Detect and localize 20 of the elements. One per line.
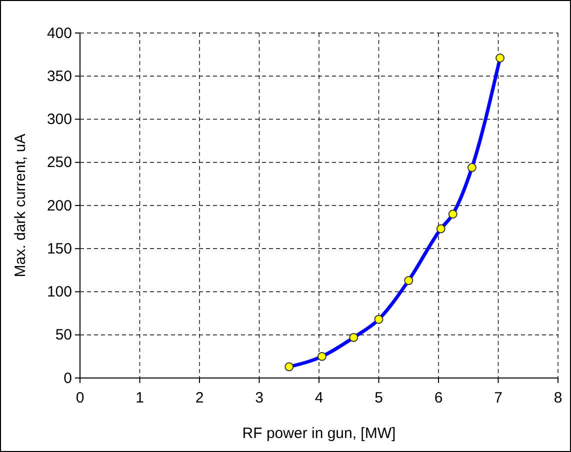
y-tick-label: 100 — [46, 284, 72, 301]
x-tick-label: 6 — [434, 390, 443, 406]
x-axis-title: RF power in gun, [MW] — [242, 425, 396, 442]
x-tick-label: 2 — [195, 390, 204, 406]
x-tick-label: 8 — [554, 390, 562, 406]
y-tick-label: 150 — [46, 240, 72, 258]
x-tick-label: 5 — [374, 390, 383, 406]
y-tick-label: 400 — [46, 24, 72, 42]
x-tick-label: 0 — [76, 390, 84, 406]
x-tick-label: 3 — [255, 390, 264, 406]
y-axis-title: Max. dark current, uA — [12, 134, 29, 278]
y-tick-label: 300 — [46, 111, 72, 128]
y-tick-label: 0 — [64, 370, 72, 387]
y-tick-label: 250 — [46, 154, 72, 172]
y-tick-label: 350 — [46, 68, 72, 85]
x-tick-label: 1 — [136, 390, 144, 406]
y-tick-label: 50 — [55, 326, 72, 344]
x-tick-label: 7 — [494, 390, 502, 406]
y-tick-label: 200 — [46, 197, 72, 214]
x-tick-label: 4 — [314, 390, 324, 406]
